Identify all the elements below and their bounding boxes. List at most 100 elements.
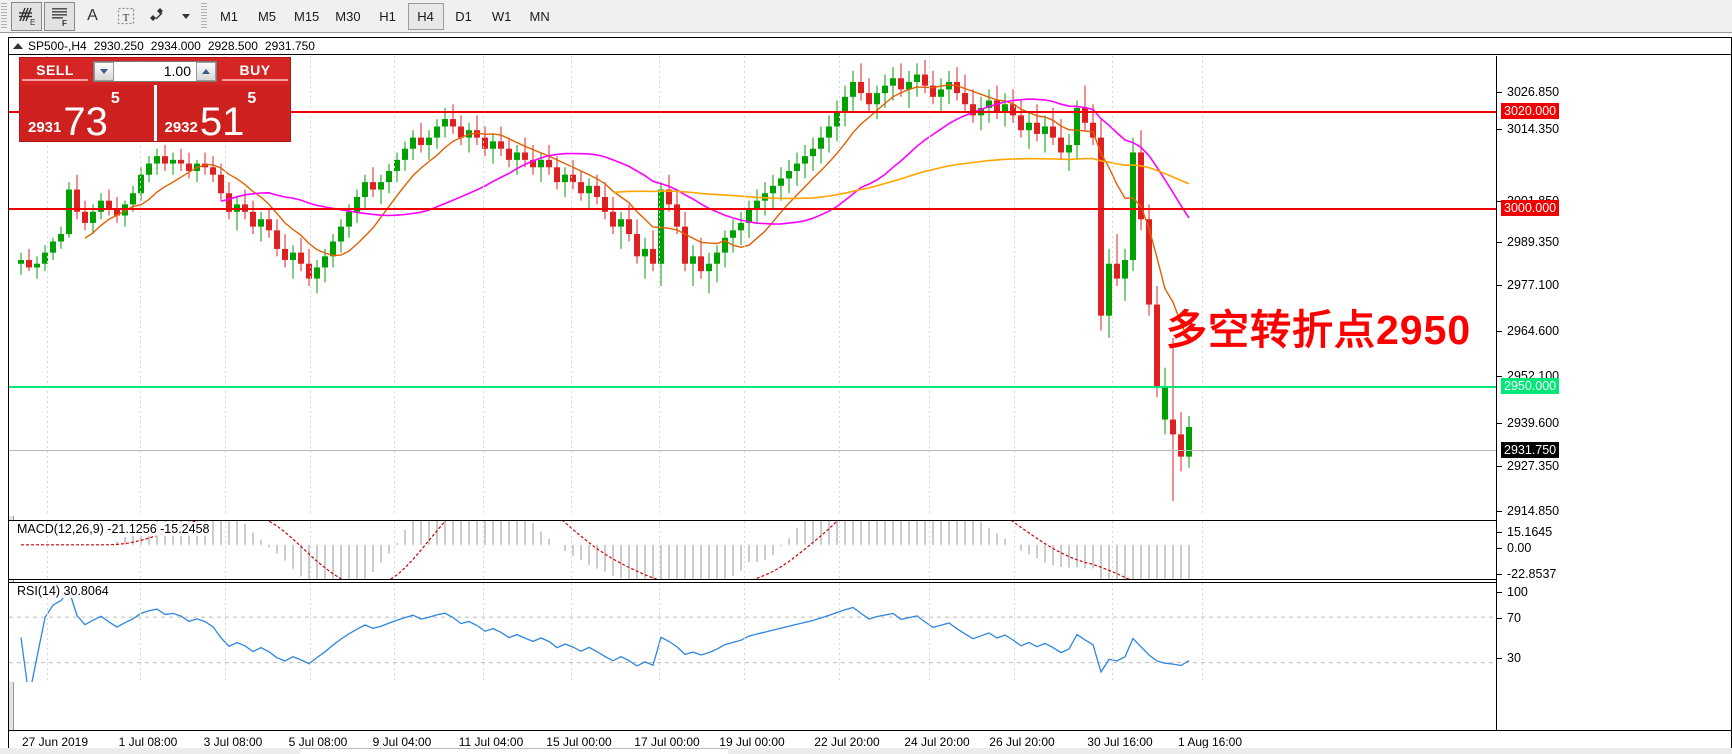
macd-pane[interactable]: MACD(12,26,9) -21.1256 -15.2458 bbox=[9, 520, 1496, 580]
timeframe-w1[interactable]: W1 bbox=[491, 8, 512, 24]
timeframe-mn[interactable]: MN bbox=[529, 8, 550, 24]
support-2950-line[interactable] bbox=[9, 386, 1496, 388]
timeframe-m5[interactable]: M5 bbox=[257, 8, 277, 24]
text-tool-icon[interactable]: A bbox=[87, 7, 98, 24]
timeframe-d1[interactable]: D1 bbox=[455, 8, 472, 24]
axis-tick-mark bbox=[1497, 574, 1502, 575]
macd-axis-label: 0.00 bbox=[1507, 541, 1532, 555]
buy-price-main: 51 bbox=[199, 99, 245, 144]
macd-plot-svg bbox=[21, 521, 1190, 579]
timeframe-h1[interactable]: H1 bbox=[379, 8, 396, 24]
objects-icon[interactable] bbox=[143, 2, 174, 31]
time-axis-label: 27 Jun 2019 bbox=[21, 735, 89, 749]
axis-tick-mark bbox=[1497, 242, 1502, 243]
grid-line bbox=[571, 56, 572, 516]
volume-stepper[interactable]: 1.00 bbox=[93, 61, 217, 82]
axis-tick-mark bbox=[1497, 466, 1502, 467]
one-click-trading-panel[interactable]: SELL 1.00 BUY 2931 73 5 2932 51 5 bbox=[19, 57, 291, 142]
resistance-3020-line[interactable] bbox=[9, 111, 1496, 113]
grid-line bbox=[140, 521, 141, 579]
price-axis-label: 3026.850 bbox=[1507, 85, 1560, 99]
timeframe-m1[interactable]: M1 bbox=[219, 8, 239, 24]
price-axis-label: 2977.100 bbox=[1507, 278, 1560, 292]
horizontal-scrollbar[interactable] bbox=[0, 748, 1732, 754]
timeframe-h4[interactable]: H4 bbox=[407, 2, 444, 30]
grid-line bbox=[929, 521, 930, 579]
price-tag-2950-000[interactable]: 2950.000 bbox=[1501, 378, 1560, 394]
sell-price-fraction: 5 bbox=[110, 90, 120, 107]
time-axis-label: 24 Jul 20:00 bbox=[904, 735, 970, 749]
grid-line bbox=[483, 56, 484, 516]
grid-line bbox=[1014, 521, 1015, 579]
buy-button[interactable]: BUY bbox=[222, 62, 288, 81]
grid-line bbox=[839, 521, 840, 579]
axis-tick-mark bbox=[1497, 129, 1502, 130]
price-axis-right[interactable]: 3026.8503020.0003014.3503001.8503000.000… bbox=[1496, 56, 1731, 754]
expand-triangle-icon[interactable] bbox=[13, 43, 23, 49]
axis-tick-mark bbox=[1497, 285, 1502, 286]
time-axis-label: 1 Aug 16:00 bbox=[1177, 735, 1243, 749]
sell-price-display[interactable]: 2931 73 5 bbox=[20, 85, 157, 142]
grid-line bbox=[1202, 583, 1203, 682]
grid-line bbox=[394, 521, 395, 579]
grid-line bbox=[1014, 583, 1015, 682]
grid-line bbox=[744, 583, 745, 682]
time-axis[interactable]: 27 Jun 2019 1 Jul 08:00 3 Jul 08:00 5 Jul 0… bbox=[9, 730, 1731, 753]
axis-tick-mark bbox=[1497, 618, 1502, 619]
resistance-3000-line[interactable] bbox=[9, 208, 1496, 210]
price-tag-3000-000[interactable]: 3000.000 bbox=[1501, 200, 1560, 216]
current-price-line[interactable] bbox=[9, 450, 1496, 451]
indicators-icon[interactable]: E bbox=[11, 1, 42, 31]
timeframe-m30[interactable]: M30 bbox=[335, 8, 361, 24]
grid-line bbox=[47, 521, 48, 579]
grid-line bbox=[394, 56, 395, 516]
grid-line bbox=[839, 583, 840, 682]
price-candles-svg bbox=[18, 59, 1192, 502]
quote-close: 2931.750 bbox=[264, 39, 315, 53]
axis-tick-mark bbox=[1497, 592, 1502, 593]
grid-line bbox=[1014, 56, 1015, 516]
grid-line bbox=[571, 583, 572, 682]
rsi-axis-label: 70 bbox=[1507, 611, 1521, 625]
quote-open: 2930.250 bbox=[93, 39, 144, 53]
scrollbar-thumb[interactable] bbox=[300, 748, 728, 754]
grid-line bbox=[659, 583, 660, 682]
grid-line bbox=[225, 521, 226, 579]
objects-dropdown-icon[interactable] bbox=[176, 2, 194, 31]
sell-price-prefix: 2931 bbox=[28, 119, 62, 136]
toolbar-grip[interactable] bbox=[1, 3, 7, 29]
price-tag-3020-000[interactable]: 3020.000 bbox=[1501, 103, 1560, 119]
macd-axis-label: 15.1645 bbox=[1507, 525, 1553, 539]
time-axis-label: 17 Jul 00:00 bbox=[634, 735, 700, 749]
price-axis-label: 2989.350 bbox=[1507, 235, 1560, 249]
price-tag-2931-750[interactable]: 2931.750 bbox=[1501, 442, 1560, 458]
volume-input[interactable]: 1.00 bbox=[114, 62, 196, 81]
grid-line bbox=[47, 56, 48, 516]
grid-line bbox=[310, 56, 311, 516]
price-axis-label: 2939.600 bbox=[1507, 416, 1560, 430]
text-label-icon[interactable]: T bbox=[110, 2, 141, 31]
volume-increment-button[interactable] bbox=[196, 62, 216, 81]
price-axis-label: 2927.350 bbox=[1507, 459, 1560, 473]
sell-button[interactable]: SELL bbox=[22, 62, 88, 81]
rsi-pane[interactable]: RSI(14) 30.8064 bbox=[9, 582, 1496, 682]
macd-axis-label: -22.8537 bbox=[1507, 567, 1557, 581]
grid-line bbox=[1112, 583, 1113, 682]
buy-price-prefix: 2932 bbox=[164, 119, 198, 136]
grid-line bbox=[140, 583, 141, 682]
grid-line bbox=[1202, 521, 1203, 579]
grid-line bbox=[140, 56, 141, 516]
volume-decrement-button[interactable] bbox=[94, 62, 114, 81]
buy-price-display[interactable]: 2932 51 5 bbox=[157, 85, 291, 144]
timeframe-grip[interactable] bbox=[201, 3, 207, 29]
price-axis-label: 3014.350 bbox=[1507, 122, 1560, 136]
grid-line bbox=[394, 583, 395, 682]
axis-tick-mark bbox=[1497, 511, 1502, 512]
rsi-plot-svg bbox=[9, 589, 1496, 682]
timeframe-m15[interactable]: M15 bbox=[294, 8, 320, 24]
chart-symbol: SP500-,H4 bbox=[28, 39, 87, 53]
svg-text:T: T bbox=[122, 12, 129, 24]
templates-icon[interactable]: F bbox=[44, 1, 75, 31]
chart-frame: SP500-,H4 2930.250 2934.000 2928.500 293… bbox=[8, 37, 1732, 754]
